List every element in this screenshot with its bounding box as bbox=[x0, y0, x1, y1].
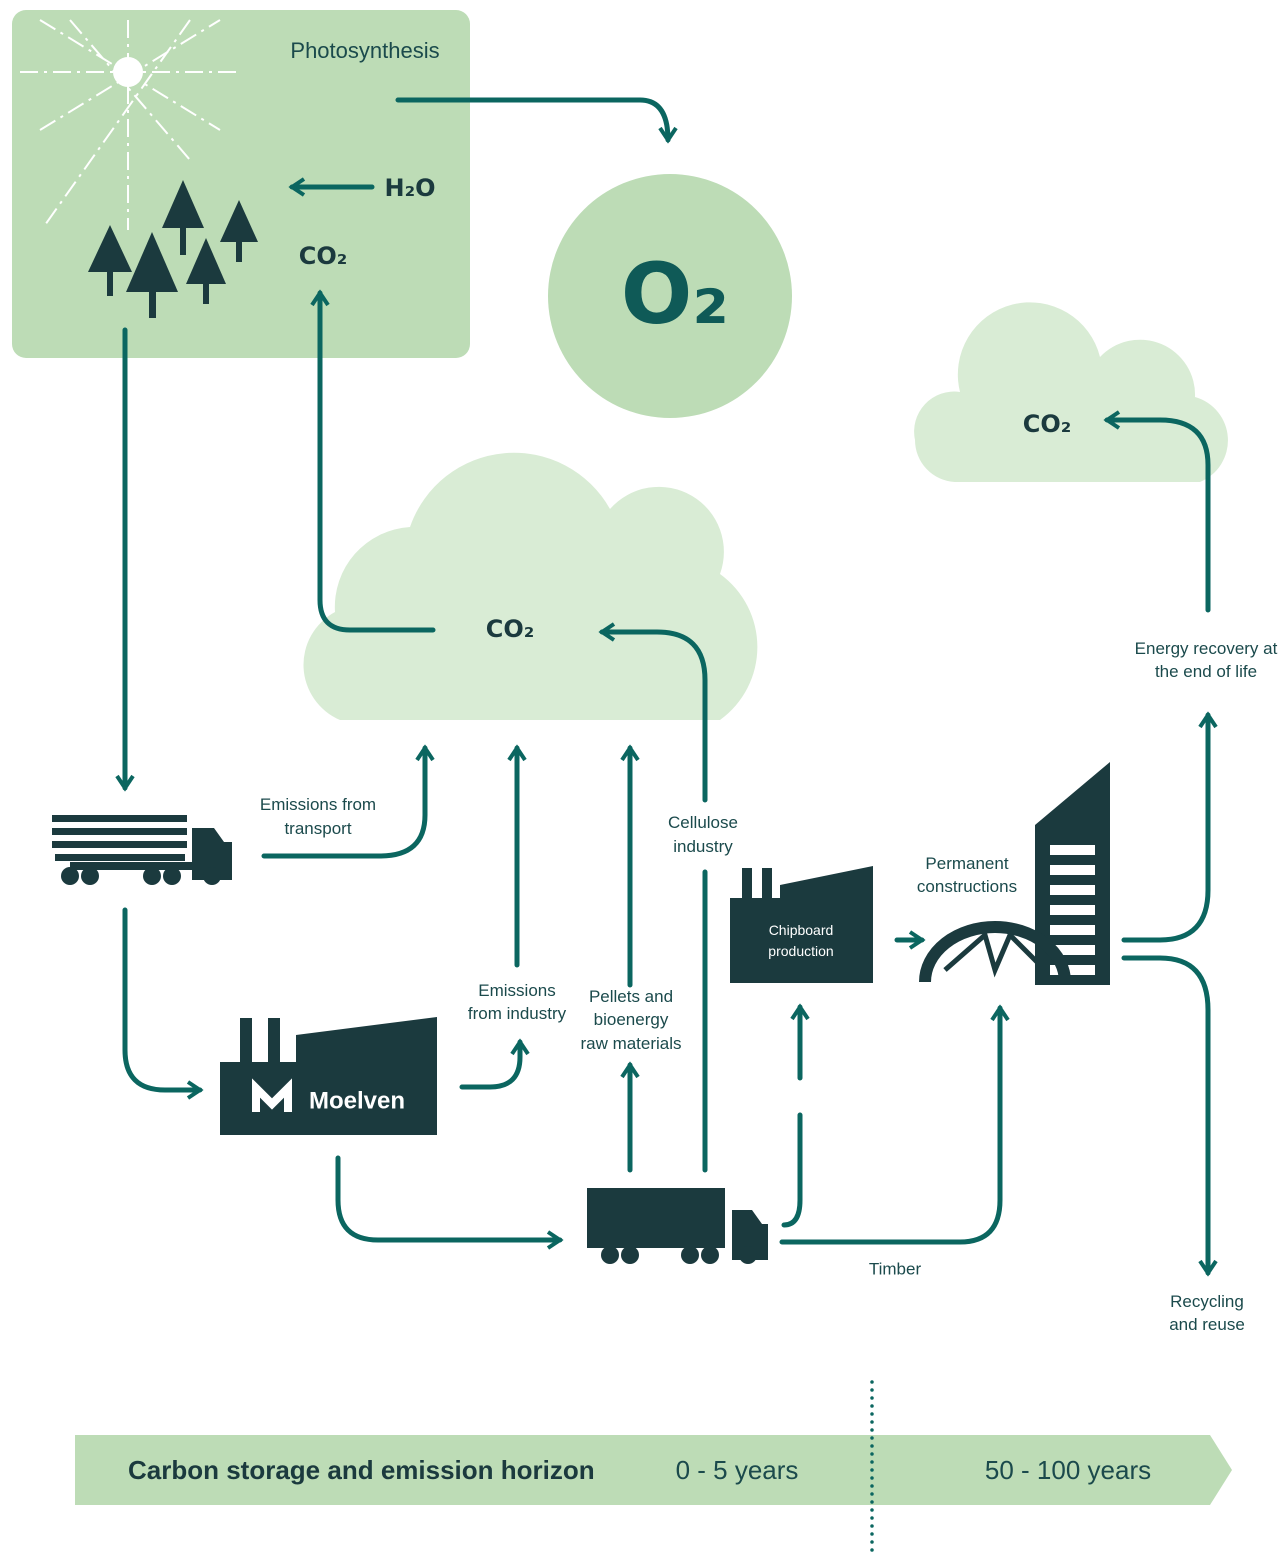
co2-label: CO₂ bbox=[299, 242, 348, 270]
cellulose-label: Cellulose industry bbox=[668, 813, 738, 856]
sun bbox=[113, 57, 143, 87]
construction bbox=[919, 762, 1110, 985]
trees bbox=[88, 180, 258, 318]
timeline-title: Carbon storage and emission horizon bbox=[128, 1455, 595, 1485]
photosynthesis-title: Photosynthesis bbox=[290, 38, 439, 63]
moelven-label: Moelven bbox=[309, 1087, 405, 1114]
emissions-transport-label: Emissions from transport bbox=[260, 795, 376, 838]
right-cloud bbox=[914, 302, 1228, 482]
timeline-band bbox=[75, 1435, 1232, 1505]
main-cloud-label: CO₂ bbox=[486, 615, 535, 643]
right-cloud-label: CO₂ bbox=[1023, 410, 1072, 438]
timeline-long: 50 - 100 years bbox=[985, 1455, 1151, 1485]
chipboard-label: Chipboard production bbox=[768, 922, 833, 959]
log-truck bbox=[52, 815, 232, 885]
pellets-label: Pellets and bioenergy raw materials bbox=[580, 987, 681, 1053]
energy-recovery-label: Energy recovery at the end of life bbox=[1135, 639, 1278, 681]
timber-label: Timber bbox=[869, 1259, 922, 1278]
moelven-factory: Moelven bbox=[220, 1017, 437, 1135]
timber-truck bbox=[587, 1188, 768, 1264]
h2o-label: H₂O bbox=[385, 174, 436, 202]
permanent-label: Permanent constructions bbox=[917, 854, 1017, 896]
emissions-industry-label: Emissions from industry bbox=[468, 981, 567, 1023]
chipboard-factory: Chipboard production bbox=[730, 866, 873, 983]
timeline-short: 0 - 5 years bbox=[676, 1455, 799, 1485]
flow-arrows bbox=[115, 97, 1218, 1277]
recycling-label: Recycling and reuse bbox=[1169, 1292, 1245, 1334]
oxygen-circle bbox=[548, 174, 792, 418]
main-cloud bbox=[303, 452, 758, 720]
oxygen-label: O₂ bbox=[621, 245, 729, 343]
